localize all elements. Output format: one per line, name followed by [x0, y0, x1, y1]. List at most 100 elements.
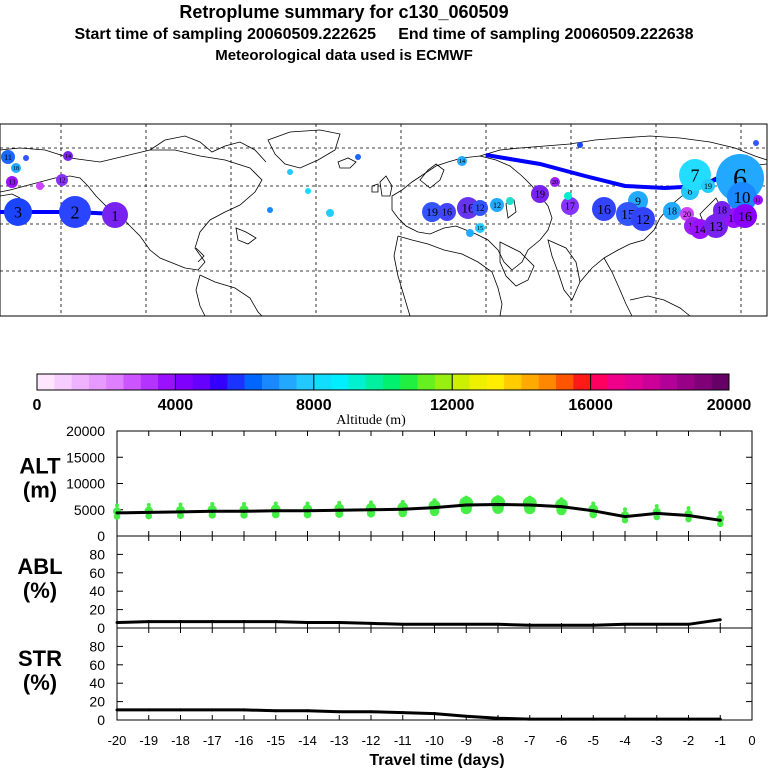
- plume-dot-marker: [704, 214, 728, 238]
- data-point: [464, 714, 468, 718]
- x-tick-label: 0: [748, 733, 755, 748]
- panel-ylabel: (%): [23, 670, 57, 695]
- plume-dot-marker: [102, 202, 128, 228]
- alt-spread-dot: [178, 502, 183, 507]
- plume-dot-label: 17: [565, 202, 575, 213]
- plume-dot: 2: [59, 196, 91, 228]
- x-tick-label: -4: [619, 733, 631, 748]
- plume-dot-marker: [422, 202, 442, 222]
- alt-spread-dot: [591, 501, 596, 506]
- alt-spread-dot: [242, 501, 246, 506]
- plume-dot-marker: [753, 140, 759, 146]
- plume-dot-marker: [457, 156, 467, 166]
- x-tick-label: -18: [171, 733, 190, 748]
- plume-dot-marker: [438, 203, 456, 221]
- colorbar-cell: [88, 374, 107, 390]
- plume-dot-label: 14: [459, 159, 465, 165]
- colorbar-cell: [607, 374, 626, 390]
- plume-dot: [466, 229, 474, 237]
- series-line-abl: [116, 618, 721, 627]
- colorbar-cell: [192, 374, 211, 390]
- plume-dot-marker: [713, 201, 731, 219]
- y-tick-label: 20: [89, 602, 105, 618]
- plume-dot-marker: [23, 155, 29, 161]
- alt-spread-dot: [366, 509, 376, 518]
- x-tick-label: -1: [714, 733, 726, 748]
- data-point: [528, 623, 532, 627]
- plume-dot-marker: [1, 150, 15, 164]
- alt-spread-dot: [400, 499, 405, 504]
- plume-dot-label: 20: [552, 180, 558, 186]
- alt-spread-dot: [654, 504, 659, 509]
- x-tick-label: -13: [330, 733, 349, 748]
- data-point: [179, 510, 182, 514]
- alt-spread-dot: [271, 510, 280, 519]
- alt-spread-dot: [305, 501, 310, 506]
- panel-abl: 80 60 40 20 0 ABL(%): [17, 535, 753, 636]
- data-point: [433, 712, 436, 716]
- plume-dot-marker: [550, 177, 560, 187]
- plume-dot-marker: [663, 202, 681, 220]
- alt-spread-dot: [208, 511, 216, 519]
- plume-dot-marker: [36, 182, 44, 190]
- series-line-alt: [116, 502, 721, 522]
- x-tick-label: -3: [651, 733, 663, 748]
- plume-dot: 19: [701, 179, 715, 193]
- plume-dot-label: 16: [738, 210, 752, 225]
- data-point: [655, 511, 659, 515]
- x-axis-label: Travel time (days): [369, 752, 504, 768]
- plume-dot-marker: [564, 192, 572, 200]
- plume-dot-marker: [466, 229, 474, 237]
- y-tick-label: 0: [97, 712, 105, 728]
- data-point: [464, 622, 468, 626]
- x-tick-label: -2: [683, 733, 695, 748]
- colorbar-cell: [244, 374, 263, 390]
- plume-dot: [753, 140, 759, 146]
- y-tick-label: 10000: [66, 476, 105, 492]
- colorbar-cell: [331, 374, 349, 390]
- plume-dot-marker: [592, 197, 616, 221]
- panel-ylabel: ALT: [19, 454, 61, 479]
- data-point: [433, 622, 436, 626]
- colorbar-tick-label: 20000: [707, 397, 752, 414]
- plume-dot: [506, 197, 514, 205]
- colorbar-cell: [486, 374, 505, 390]
- panel-ylabel: STR: [18, 646, 62, 671]
- plume-dot-label: 12: [493, 201, 501, 210]
- altitude-colorbar: 0 4000 8000 12000 16000 20000: [33, 373, 752, 414]
- alt-spread-dot: [559, 497, 564, 502]
- alt-spread-dot: [210, 501, 215, 506]
- plume-dot: 17: [561, 197, 579, 215]
- colorbar-cell: [313, 374, 332, 390]
- plume-dot: 19: [531, 185, 549, 203]
- y-tick-label: 40: [89, 675, 105, 691]
- x-tick-label: -5: [587, 733, 599, 748]
- colorbar-cell: [348, 374, 367, 390]
- plume-dot-label: 19: [426, 205, 438, 219]
- colorbar-cell: [642, 374, 661, 390]
- alt-spread-dot: [176, 512, 185, 520]
- data-point: [718, 717, 722, 721]
- data-point: [496, 622, 500, 626]
- data-point: [274, 620, 278, 624]
- plume-dot-marker: [287, 169, 293, 175]
- alt-spread-dot: [337, 500, 342, 505]
- plume-dot-label: 15: [477, 226, 483, 232]
- colorbar-cell: [140, 374, 159, 390]
- x-tick-label: -14: [298, 733, 317, 748]
- colorbar-cell: [659, 374, 678, 390]
- plume-dot-label: 18: [717, 206, 727, 217]
- colorbar-cell: [434, 374, 453, 390]
- alt-spread-dot: [653, 513, 660, 521]
- plume-dot: 11: [1, 150, 15, 164]
- data-point: [401, 622, 405, 626]
- alt-spread-dot: [335, 509, 344, 518]
- plume-dot: [287, 169, 293, 175]
- data-point: [242, 509, 246, 513]
- alt-spread-dot: [145, 512, 153, 520]
- plume-dot-label: 11: [755, 198, 761, 204]
- plume-dot: 16: [438, 203, 456, 221]
